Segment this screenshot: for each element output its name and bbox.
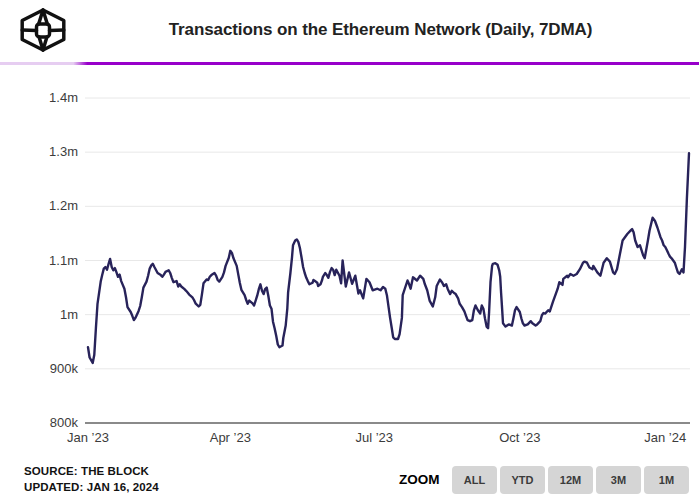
y-tick-label: 1.1m (28, 253, 78, 268)
y-tick-label: 1m (28, 307, 78, 322)
source-line: SOURCE: THE BLOCK (24, 463, 159, 479)
zoom-label: ZOOM (399, 472, 440, 487)
transactions-series-line (88, 153, 689, 363)
y-tick-label: 900k (28, 361, 78, 376)
zoom-3m-button[interactable]: 3M (596, 466, 641, 494)
y-tick-label: 1.4m (28, 90, 78, 105)
y-tick-label: 800k (28, 415, 78, 430)
x-tick-label: Apr ’23 (190, 430, 270, 445)
zoom-1m-button[interactable]: 1M (644, 466, 689, 494)
y-tick-label: 1.3m (28, 144, 78, 159)
y-tick-label: 1.2m (28, 198, 78, 213)
chart-area: 800k 900k 1m 1.1m 1.2m 1.3m 1.4m Jan ’23 Apr ’2… (0, 65, 699, 450)
the-block-chart-widget: Transactions on the Ethereum Network (Da… (0, 0, 699, 503)
x-tick-label: Jul ’23 (334, 430, 414, 445)
x-tick-label: Oct ’23 (480, 430, 560, 445)
zoom-12m-button[interactable]: 12M (548, 466, 593, 494)
zoom-ytd-button[interactable]: YTD (500, 466, 545, 494)
x-tick-label: Jan ’24 (625, 430, 699, 445)
transactions-line-chart (0, 65, 699, 450)
zoom-controls: ALL YTD 12M 3M 1M (452, 466, 689, 494)
source-attribution: SOURCE: THE BLOCK UPDATED: JAN 16, 2024 (24, 463, 159, 495)
page-title: Transactions on the Ethereum Network (Da… (62, 0, 699, 60)
x-tick-label: Jan ’23 (48, 430, 128, 445)
updated-line: UPDATED: JAN 16, 2024 (24, 479, 159, 495)
header: Transactions on the Ethereum Network (Da… (0, 0, 699, 62)
zoom-all-button[interactable]: ALL (452, 466, 497, 494)
